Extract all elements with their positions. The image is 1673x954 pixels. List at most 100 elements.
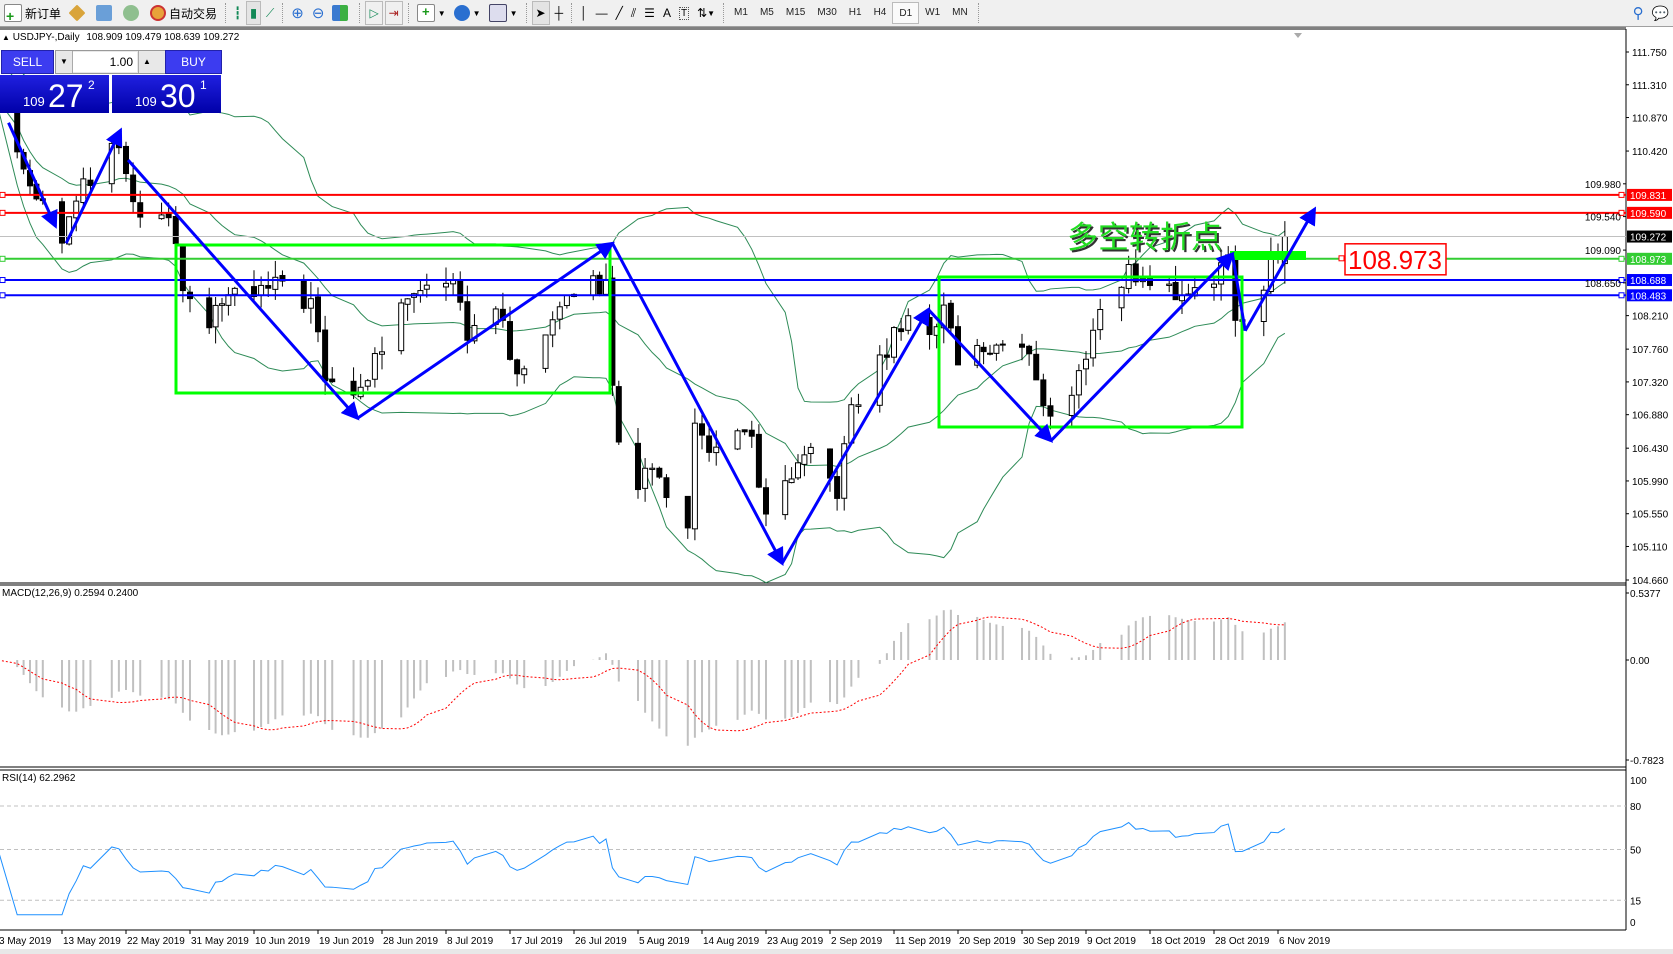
candle-body <box>706 435 713 453</box>
zigzag-arrow[interactable] <box>780 306 930 565</box>
chart-shift-button[interactable]: ⇥ <box>384 1 403 25</box>
level-handle[interactable] <box>1618 191 1625 198</box>
level-handle[interactable] <box>0 209 6 216</box>
level-handle[interactable] <box>0 292 6 299</box>
candle-body <box>1040 379 1047 407</box>
signals-button[interactable] <box>120 2 145 24</box>
indicators-button[interactable]: + ▼ <box>414 2 449 24</box>
turning-point-bar[interactable] <box>1230 251 1306 260</box>
search-button[interactable]: ⚲ <box>1630 2 1647 24</box>
templates-button[interactable]: ▼ <box>486 2 521 24</box>
candle <box>987 344 993 356</box>
text-label-button[interactable]: T <box>676 2 692 24</box>
zigzag-arrow[interactable] <box>7 122 58 229</box>
lot-decrease-button[interactable]: ▼ <box>56 51 73 73</box>
crosshair-button[interactable]: ┼ <box>552 2 567 24</box>
timeframe-d1[interactable]: D1 <box>892 2 920 24</box>
crosshair-icon: ┼ <box>554 6 564 20</box>
timeframe-h4[interactable]: H4 <box>873 6 887 18</box>
level-handle[interactable] <box>0 255 6 262</box>
candle-body <box>379 351 385 355</box>
trendline-button[interactable]: ╱ <box>613 2 626 24</box>
sell-price[interactable]: 109 27 2 <box>0 75 109 113</box>
level-handle[interactable] <box>0 277 6 284</box>
consolidation-box[interactable] <box>937 275 1244 429</box>
zoom-out-button[interactable]: ⊖ <box>309 2 328 24</box>
timeframe-mn[interactable]: MN <box>952 6 968 18</box>
level-handle[interactable] <box>1618 277 1625 284</box>
navigator-button[interactable] <box>93 2 118 24</box>
horizontal-levels[interactable] <box>0 191 1626 299</box>
arrows-button[interactable]: ⇅ ▼ <box>697 6 716 20</box>
level-handle[interactable] <box>1618 255 1625 262</box>
lot-input[interactable]: 1.00 <box>73 52 137 72</box>
price-tick-label: 106.880 <box>1632 411 1669 422</box>
candle-body <box>179 243 186 292</box>
candle <box>231 286 238 306</box>
candle-body <box>782 480 789 516</box>
candle-body <box>596 274 603 295</box>
date-label: 11 Sep 2019 <box>895 936 951 947</box>
consolidation-box[interactable] <box>174 243 612 395</box>
text-button[interactable]: A <box>660 2 674 24</box>
equidistant-channel-button[interactable]: ⫽ <box>628 2 639 24</box>
zigzag-arrow[interactable] <box>611 242 784 567</box>
price-tick-label: 106.430 <box>1632 444 1669 455</box>
bar-chart-button[interactable]: ┇ <box>231 2 244 24</box>
zigzag-arrow[interactable] <box>64 127 123 244</box>
zigzag-arrow[interactable] <box>126 159 360 421</box>
candle-body <box>115 144 122 149</box>
vertical-line-button[interactable]: │ <box>577 2 591 24</box>
zigzag-arrow[interactable] <box>927 308 1054 443</box>
zigzag-arrow[interactable] <box>1049 251 1235 442</box>
label-anchor-handle[interactable] <box>1338 255 1345 262</box>
horizontal-line-button[interactable]: — <box>593 2 611 24</box>
candle-body <box>212 304 219 328</box>
rsi-axis-label: 50 <box>1630 846 1642 857</box>
chart-shift-marker-icon[interactable] <box>1294 33 1302 38</box>
price-level-tag-text: 109.831 <box>1630 191 1667 202</box>
auto-trading-button[interactable]: 自动交易 <box>147 2 220 24</box>
candle <box>1047 397 1054 430</box>
zigzag-arrow[interactable] <box>356 241 615 420</box>
chat-button[interactable]: 💬 <box>1649 2 1672 24</box>
annotation-text[interactable]: 多空转折点 <box>1067 220 1222 255</box>
zoom-in-button[interactable]: ⊕ <box>288 2 307 24</box>
timeframe-m5[interactable]: M5 <box>759 6 774 18</box>
level-handle[interactable] <box>1618 209 1625 216</box>
timeframe-m1[interactable]: M1 <box>734 6 748 18</box>
cursor-button[interactable]: ➤ <box>531 1 550 25</box>
timeframe-m15[interactable]: M15 <box>785 6 806 18</box>
market-watch-button[interactable] <box>66 2 91 24</box>
zigzag-arrow[interactable] <box>1230 253 1247 332</box>
candle <box>212 296 219 344</box>
candle <box>596 271 603 297</box>
periods-button[interactable]: ▼ <box>451 2 484 24</box>
timeframe-w1[interactable]: W1 <box>925 6 941 18</box>
buy-button[interactable]: BUY <box>165 50 222 74</box>
lot-increase-button[interactable]: ▲ <box>138 51 155 73</box>
price-level-tag-text: 108.483 <box>1630 291 1667 302</box>
sell-button[interactable]: SELL <box>1 50 54 74</box>
timeframe-m30[interactable]: M30 <box>817 6 837 18</box>
timeframe-h1[interactable]: H1 <box>848 6 862 18</box>
level-handle[interactable] <box>0 191 6 198</box>
toolbar-separator <box>571 3 573 23</box>
level-handle[interactable] <box>1618 292 1625 299</box>
tile-windows-button[interactable] <box>329 2 354 24</box>
candlestick-button[interactable]: ▮ <box>246 1 261 25</box>
drawings[interactable]: 108.973 <box>7 122 1447 567</box>
auto-scroll-button[interactable]: ▷ <box>365 1 383 25</box>
bottom-scrollbar[interactable] <box>0 949 1673 954</box>
fibonacci-button[interactable]: ☰ <box>641 2 658 24</box>
line-chart-button[interactable]: ⟋ <box>263 2 277 24</box>
zigzag-arrow[interactable] <box>1243 206 1317 332</box>
price-label-box[interactable] <box>1344 243 1447 276</box>
new-order-button[interactable]: + 新订单 <box>1 2 64 24</box>
collapse-triangle-icon[interactable]: ▲ <box>2 33 10 42</box>
buy-price[interactable]: 109 30 1 <box>112 75 221 113</box>
date-label: 10 Jun 2019 <box>255 936 310 947</box>
price-tick-label: 107.760 <box>1632 345 1669 356</box>
bollinger-bands <box>0 66 1286 584</box>
